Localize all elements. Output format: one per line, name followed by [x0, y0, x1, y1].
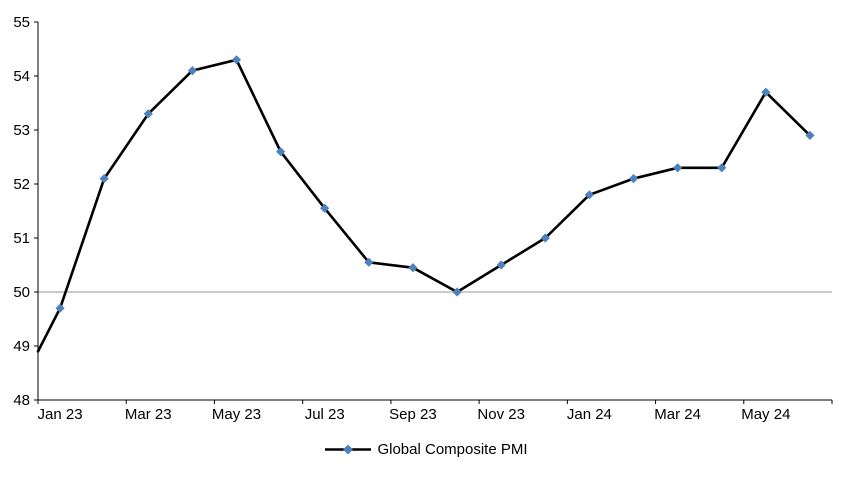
data-point-marker — [231, 55, 242, 65]
chart-legend: Global Composite PMI — [0, 441, 852, 458]
legend-line-marker-icon — [325, 444, 372, 455]
x-axis-tick-label: Jul 23 — [305, 406, 345, 423]
x-axis-tick-label: Nov 23 — [477, 406, 525, 423]
y-axis-tick-label: 55 — [13, 14, 30, 31]
chart-plot-area: 48 49 50 51 52 53 54 55 Jan 23 Mar 23 May 23 Jul 23… — [13, 14, 833, 423]
x-axis-tick-label: Jan 24 — [567, 406, 612, 423]
data-point-marker — [673, 163, 683, 173]
x-axis-tick-label: Mar 24 — [654, 406, 701, 423]
y-axis-tick-label: 54 — [13, 68, 30, 85]
x-axis-tick-label: May 23 — [212, 406, 261, 423]
data-point-marker — [540, 233, 550, 243]
x-axis-tick-label: Mar 23 — [125, 406, 172, 423]
y-axis-tick-label: 50 — [13, 284, 30, 301]
y-axis-tick-label: 48 — [13, 392, 30, 409]
x-axis-tick-label: Jan 23 — [38, 406, 83, 423]
data-point-marker — [187, 66, 197, 76]
data-point-marker — [452, 287, 462, 297]
data-point-marker — [628, 174, 639, 184]
data-point-marker — [805, 130, 815, 140]
pmi-series-line — [36, 58, 812, 353]
data-point-marker — [320, 203, 330, 213]
data-point-marker — [761, 87, 771, 97]
y-axis-tick-label: 51 — [13, 230, 30, 247]
data-point-marker — [99, 174, 109, 184]
x-axis-tick-label: May 24 — [741, 406, 790, 423]
data-point-marker — [364, 257, 374, 267]
legend-label: Global Composite PMI — [377, 441, 528, 458]
data-point-marker — [276, 147, 286, 157]
data-point-marker — [143, 109, 153, 119]
data-point-marker — [584, 190, 594, 200]
y-axis-tick-label: 49 — [13, 338, 30, 355]
x-axis-tick-label: Sep 23 — [389, 406, 437, 423]
data-point-marker — [408, 263, 418, 273]
data-point-marker — [496, 260, 506, 270]
y-axis-tick-label: 52 — [13, 176, 30, 193]
y-axis-tick-label: 53 — [13, 122, 30, 139]
data-point-marker — [717, 163, 727, 173]
data-point-marker — [55, 303, 65, 313]
